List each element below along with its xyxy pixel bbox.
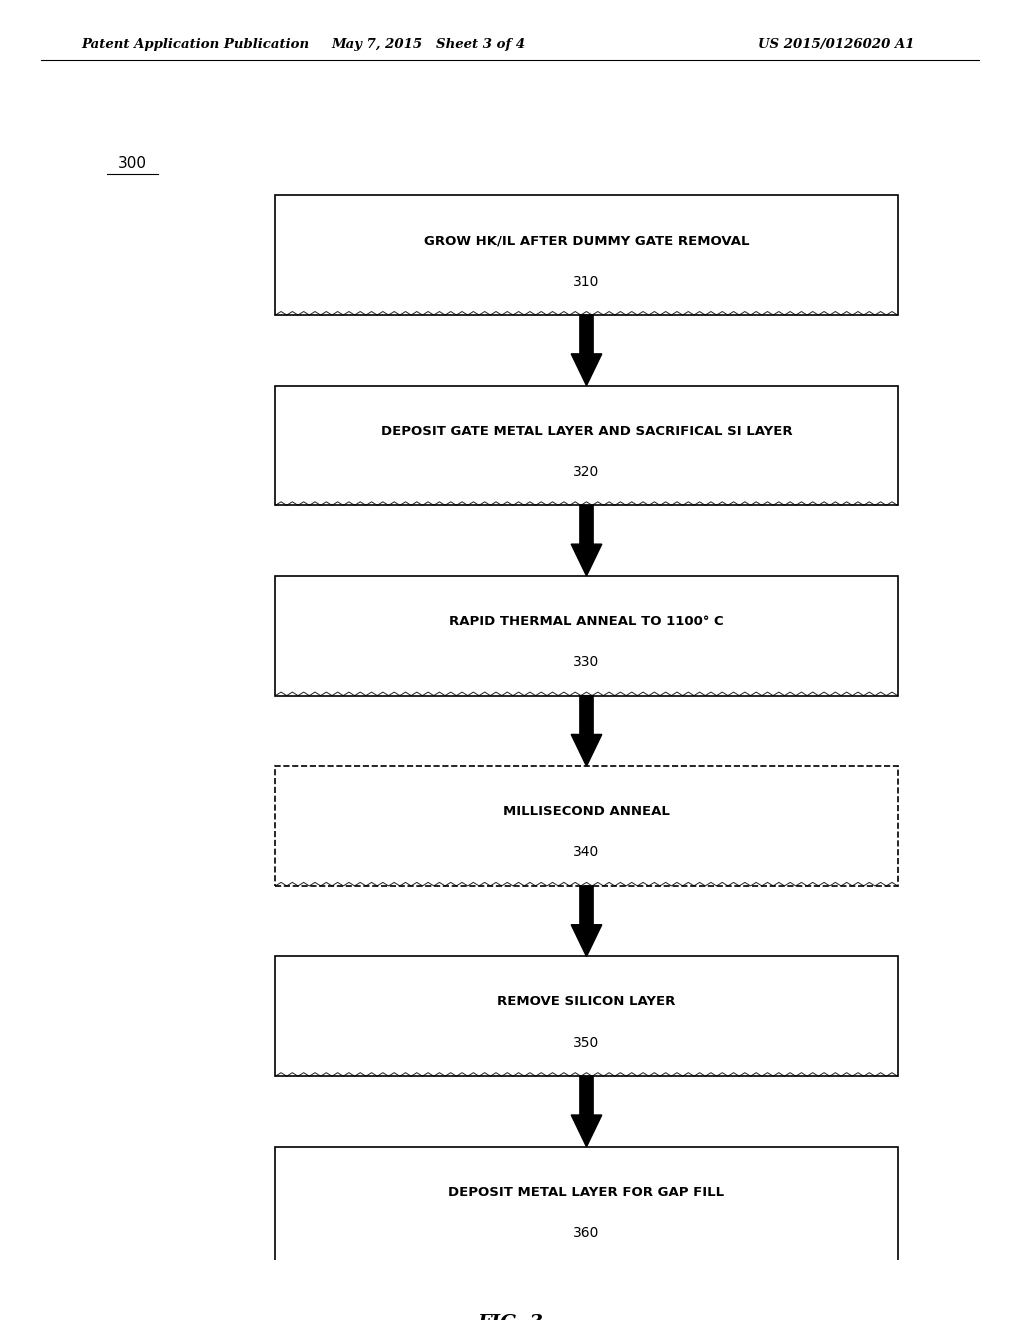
Text: May 7, 2015   Sheet 3 of 4: May 7, 2015 Sheet 3 of 4 bbox=[331, 37, 525, 50]
Polygon shape bbox=[571, 506, 601, 576]
Bar bbox=[275, 957, 897, 1076]
Polygon shape bbox=[571, 696, 601, 766]
Text: 310: 310 bbox=[573, 275, 599, 289]
Bar bbox=[275, 576, 897, 696]
Text: 300: 300 bbox=[118, 156, 147, 172]
Bar bbox=[275, 1147, 897, 1266]
Text: MILLISECOND ANNEAL: MILLISECOND ANNEAL bbox=[502, 805, 669, 818]
Text: FIG. 3: FIG. 3 bbox=[477, 1315, 542, 1320]
Text: DEPOSIT METAL LAYER FOR GAP FILL: DEPOSIT METAL LAYER FOR GAP FILL bbox=[448, 1185, 723, 1199]
Bar bbox=[275, 766, 897, 886]
Text: 360: 360 bbox=[573, 1226, 599, 1239]
Polygon shape bbox=[571, 1076, 601, 1147]
Bar bbox=[275, 385, 897, 506]
Text: US 2015/0126020 A1: US 2015/0126020 A1 bbox=[757, 37, 914, 50]
Text: 330: 330 bbox=[573, 655, 599, 669]
Text: 350: 350 bbox=[573, 1036, 599, 1049]
Text: 340: 340 bbox=[573, 845, 599, 859]
Text: Patent Application Publication: Patent Application Publication bbox=[82, 37, 310, 50]
Text: DEPOSIT GATE METAL LAYER AND SACRIFICAL SI LAYER: DEPOSIT GATE METAL LAYER AND SACRIFICAL … bbox=[380, 425, 792, 438]
Text: RAPID THERMAL ANNEAL TO 1100° C: RAPID THERMAL ANNEAL TO 1100° C bbox=[448, 615, 723, 628]
Text: REMOVE SILICON LAYER: REMOVE SILICON LAYER bbox=[497, 995, 675, 1008]
Bar bbox=[275, 195, 897, 315]
Text: 320: 320 bbox=[573, 465, 599, 479]
Text: GROW HK/IL AFTER DUMMY GATE REMOVAL: GROW HK/IL AFTER DUMMY GATE REMOVAL bbox=[423, 235, 749, 247]
Polygon shape bbox=[571, 886, 601, 957]
Polygon shape bbox=[571, 315, 601, 385]
